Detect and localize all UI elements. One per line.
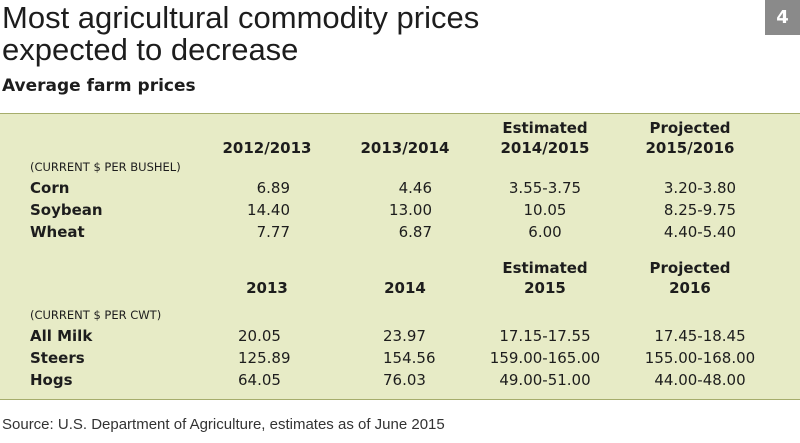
cell-value: 6.89 xyxy=(256,179,290,197)
cell-value: 44.00-48.00 xyxy=(654,371,746,389)
column-header: 2013/2014 xyxy=(360,139,450,157)
column-header: 2012/2013 xyxy=(222,139,312,157)
column-header: 2013 xyxy=(246,279,288,297)
cell-value: 13.00 xyxy=(389,201,432,219)
cell-value: 8.25-9.75 xyxy=(663,201,737,219)
cell-value: 3.55-3.75 xyxy=(508,179,582,197)
column-header: 2015 xyxy=(524,279,566,297)
cell-value: 17.15-17.55 xyxy=(499,327,591,345)
cell-value: 20.05 xyxy=(238,327,281,345)
cell-value: 4.46 xyxy=(398,179,432,197)
column-header: Projected xyxy=(649,119,731,137)
cell-value: 3.20-3.80 xyxy=(663,179,737,197)
unit-label: (CURRENT $ PER CWT) xyxy=(30,308,162,322)
cell-value: 4.40-5.40 xyxy=(663,223,737,241)
column-header: Estimated xyxy=(502,259,588,277)
cell-value: 17.45-18.45 xyxy=(654,327,746,345)
cell-value: 10.05 xyxy=(523,201,567,219)
column-header: 2014/2015 xyxy=(500,139,590,157)
title-line: expected to decrease xyxy=(2,32,299,67)
cell-value: 7.77 xyxy=(256,223,290,241)
cell-value: 154.56 xyxy=(383,349,436,367)
column-header: Estimated xyxy=(502,119,588,137)
row-label: All Milk xyxy=(30,327,93,345)
cell-value: 49.00-51.00 xyxy=(499,371,591,389)
cell-value: 125.89 xyxy=(238,349,291,367)
column-header: 2014 xyxy=(384,279,426,297)
source-note: Source: U.S. Department of Agriculture, … xyxy=(2,416,445,433)
row-label: Soybean xyxy=(30,201,103,219)
cell-value: 6.00 xyxy=(528,223,562,241)
column-header: 2015/2016 xyxy=(645,139,735,157)
title-line: Most agricultural commodity prices xyxy=(2,0,480,35)
cell-value: 64.05 xyxy=(238,371,281,389)
row-label: Steers xyxy=(30,349,85,367)
cell-value: 76.03 xyxy=(383,371,426,389)
column-header: Projected xyxy=(649,259,731,277)
cell-value: 155.00-168.00 xyxy=(644,349,756,367)
cell-value: 14.40 xyxy=(247,201,290,219)
cell-value: 6.87 xyxy=(398,223,432,241)
unit-label: (CURRENT $ PER BUSHEL) xyxy=(30,160,181,174)
row-label: Hogs xyxy=(30,371,73,389)
cell-value: 23.97 xyxy=(383,327,426,345)
row-label: Corn xyxy=(30,179,70,197)
cell-value: 159.00-165.00 xyxy=(489,349,601,367)
column-header: 2016 xyxy=(669,279,711,297)
subtitle: Average farm prices xyxy=(2,76,196,96)
row-label: Wheat xyxy=(30,223,85,241)
table-panel xyxy=(0,113,800,400)
page-badge: 4 xyxy=(765,0,800,35)
